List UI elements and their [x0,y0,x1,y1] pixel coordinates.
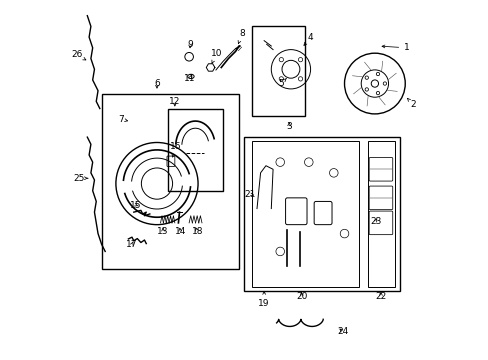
Text: 14: 14 [174,227,185,236]
Text: 18: 18 [191,227,203,236]
Text: 5: 5 [278,78,286,88]
Text: 6: 6 [154,79,160,88]
Text: 21: 21 [244,190,255,199]
Text: 4: 4 [304,33,313,45]
Text: 13: 13 [157,227,168,236]
Text: 22: 22 [375,292,386,301]
Text: 25: 25 [74,174,88,183]
Text: 11: 11 [184,74,196,83]
Text: 23: 23 [369,217,381,226]
Text: 15: 15 [129,201,141,210]
Text: 8: 8 [238,29,244,44]
Text: 24: 24 [336,327,347,336]
Text: 12: 12 [169,97,180,106]
Text: 7: 7 [118,115,127,124]
Text: 26: 26 [71,50,86,60]
Text: 20: 20 [295,292,307,301]
Text: 2: 2 [407,98,415,109]
Text: 1: 1 [381,43,409,52]
Text: 16: 16 [170,141,181,157]
Text: 3: 3 [285,122,291,131]
Text: 9: 9 [187,40,193,49]
Text: 10: 10 [210,49,222,63]
Text: 19: 19 [258,292,269,308]
Text: 17: 17 [126,240,138,249]
